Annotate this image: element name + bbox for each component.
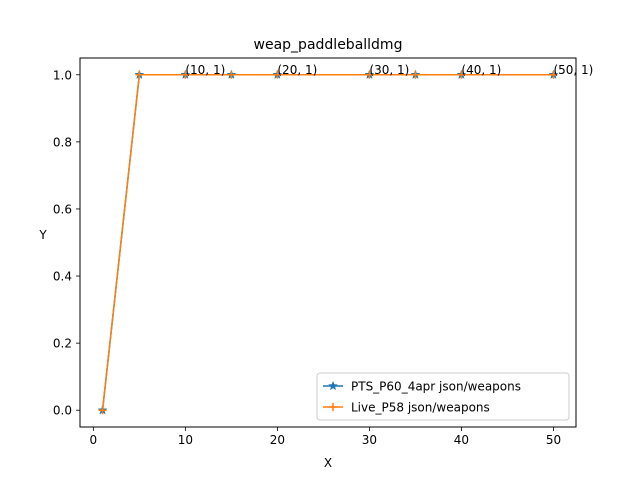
y-tick-label: 1.0 — [53, 68, 72, 82]
legend: PTS_P60_4apr json/weapons Live_P58 json/w… — [316, 372, 570, 421]
axes-frame — [79, 57, 577, 428]
point-annotation: (50, 1) — [553, 63, 593, 77]
y-tick-label: 0.4 — [53, 270, 72, 284]
chart-title: weap_paddleballdmg — [254, 37, 403, 53]
legend-label: Live_P58 json/weapons — [351, 401, 490, 415]
data-point — [457, 70, 466, 79]
x-axis-label: X — [324, 456, 332, 470]
data-point — [411, 70, 420, 79]
y-tick-label: 0.0 — [53, 404, 72, 418]
data-point — [98, 406, 107, 415]
axis-ticks: 0 10 20 30 40 50 0.0 0.2 0.4 0.6 0.8 1.0 — [53, 68, 561, 447]
x-tick-label: 0 — [90, 433, 98, 447]
point-annotations: (10, 1) (20, 1) (30, 1) (40, 1) (50, 1) — [185, 63, 593, 77]
x-tick-label: 30 — [362, 433, 377, 447]
series-1 — [97, 69, 559, 415]
point-annotation: (30, 1) — [369, 63, 409, 77]
point-annotation: (40, 1) — [461, 63, 501, 77]
data-point — [273, 70, 282, 79]
data-point — [181, 70, 190, 79]
data-point — [227, 70, 236, 79]
point-annotation: (10, 1) — [185, 63, 225, 77]
x-tick-label: 10 — [178, 433, 193, 447]
y-axis-label: Y — [38, 228, 47, 242]
data-point — [135, 70, 144, 79]
series-2 — [98, 70, 558, 415]
data-point — [549, 70, 558, 79]
plot-area — [97, 69, 559, 415]
legend-label: PTS_P60_4apr json/weapons — [351, 380, 521, 394]
x-tick-label: 20 — [270, 433, 285, 447]
y-tick-label: 0.6 — [53, 202, 72, 216]
legend-marker — [329, 403, 337, 411]
x-tick-label: 50 — [546, 433, 561, 447]
legend-entry: PTS_P60_4apr json/weapons — [323, 380, 521, 394]
legend-marker — [328, 380, 338, 391]
x-tick-label: 40 — [454, 433, 469, 447]
y-tick-label: 0.2 — [53, 337, 72, 351]
legend-box — [316, 372, 570, 421]
y-tick-label: 0.8 — [53, 135, 72, 149]
legend-entry: Live_P58 json/weapons — [323, 401, 490, 415]
series-line — [101, 74, 554, 411]
point-annotation: (20, 1) — [277, 63, 317, 77]
data-point — [365, 70, 374, 79]
legend-items: PTS_P60_4apr json/weapons Live_P58 json/w… — [323, 380, 521, 415]
series-line — [101, 74, 554, 411]
